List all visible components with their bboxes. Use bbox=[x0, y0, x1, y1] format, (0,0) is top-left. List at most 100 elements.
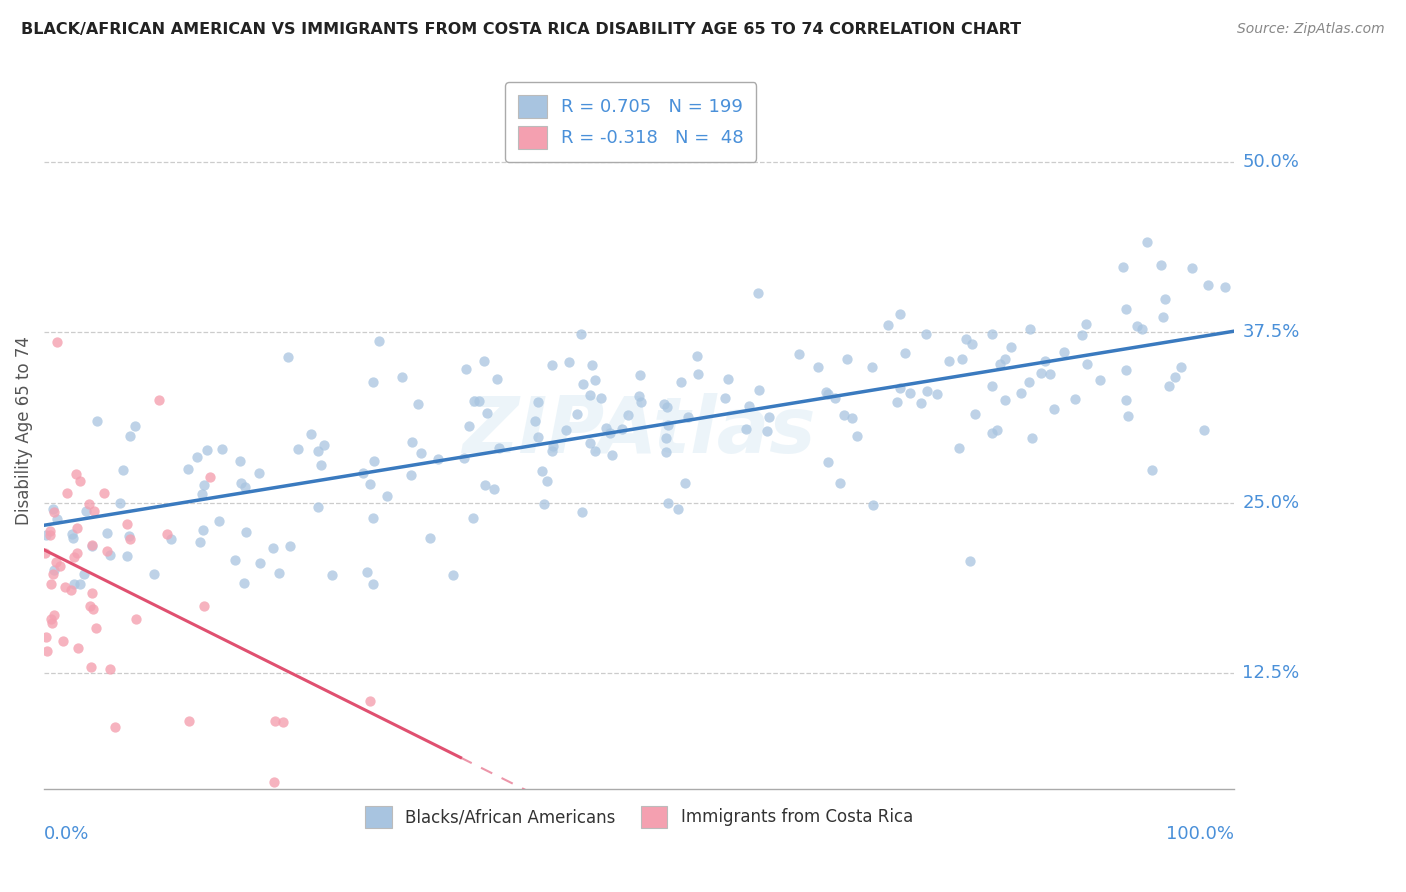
Point bbox=[45, 334, 67, 349]
Point bbox=[80, 586, 103, 600]
Point bbox=[359, 693, 381, 707]
Point bbox=[309, 458, 332, 473]
Point bbox=[41, 566, 63, 581]
Point bbox=[1018, 322, 1040, 336]
Point bbox=[484, 483, 506, 497]
Point bbox=[66, 546, 89, 560]
Point bbox=[66, 521, 89, 535]
Point bbox=[807, 360, 830, 375]
Point bbox=[411, 446, 433, 460]
Point bbox=[589, 391, 612, 405]
Point bbox=[1115, 363, 1137, 377]
Point bbox=[186, 450, 208, 465]
Point bbox=[583, 444, 606, 458]
Point bbox=[654, 445, 676, 459]
Point bbox=[52, 633, 75, 648]
Point bbox=[688, 367, 710, 381]
Point bbox=[375, 489, 398, 503]
Point bbox=[915, 384, 938, 398]
Point bbox=[541, 439, 564, 453]
Point bbox=[747, 286, 769, 301]
Point bbox=[453, 451, 475, 466]
Point bbox=[115, 549, 138, 563]
Point bbox=[353, 467, 375, 481]
Point bbox=[287, 442, 309, 457]
Point bbox=[877, 318, 900, 332]
Point bbox=[82, 602, 104, 616]
Point bbox=[41, 616, 63, 631]
Point bbox=[1135, 235, 1157, 249]
Point bbox=[595, 421, 617, 435]
Point bbox=[963, 408, 986, 422]
Point bbox=[488, 441, 510, 455]
Text: 12.5%: 12.5% bbox=[1243, 664, 1299, 682]
Point bbox=[960, 336, 983, 351]
Point bbox=[472, 354, 495, 368]
Point bbox=[530, 464, 553, 478]
Point bbox=[824, 391, 846, 405]
Point bbox=[1074, 317, 1097, 331]
Point bbox=[738, 400, 761, 414]
Point bbox=[229, 454, 252, 468]
Point bbox=[787, 347, 810, 361]
Point bbox=[526, 395, 548, 409]
Point bbox=[82, 539, 104, 553]
Point bbox=[1126, 319, 1149, 334]
Point bbox=[56, 486, 79, 500]
Point bbox=[96, 544, 118, 558]
Point bbox=[125, 611, 148, 625]
Point bbox=[1018, 375, 1040, 389]
Point bbox=[86, 414, 108, 428]
Point bbox=[118, 529, 141, 543]
Point bbox=[1111, 260, 1133, 274]
Point bbox=[39, 576, 62, 591]
Point bbox=[889, 307, 911, 321]
Point bbox=[208, 514, 231, 528]
Point bbox=[599, 425, 621, 440]
Point bbox=[526, 430, 548, 444]
Point bbox=[356, 565, 378, 579]
Point bbox=[669, 376, 692, 390]
Point bbox=[249, 556, 271, 570]
Point bbox=[463, 511, 485, 525]
Point bbox=[312, 438, 335, 452]
Point bbox=[427, 452, 450, 467]
Point bbox=[617, 408, 640, 422]
Point bbox=[1150, 258, 1173, 272]
Point bbox=[735, 422, 758, 436]
Point bbox=[271, 715, 294, 730]
Point bbox=[815, 384, 838, 399]
Point bbox=[980, 379, 1002, 393]
Point bbox=[80, 538, 103, 552]
Point bbox=[69, 474, 91, 488]
Point bbox=[188, 534, 211, 549]
Point bbox=[262, 541, 284, 555]
Point bbox=[42, 505, 65, 519]
Point bbox=[1042, 401, 1064, 416]
Point bbox=[419, 531, 441, 545]
Point bbox=[1116, 409, 1139, 424]
Point bbox=[686, 349, 709, 363]
Point bbox=[224, 553, 246, 567]
Text: 25.0%: 25.0% bbox=[1243, 493, 1299, 512]
Point bbox=[756, 424, 779, 438]
Point bbox=[540, 359, 562, 373]
Point bbox=[673, 475, 696, 490]
Point bbox=[1157, 379, 1180, 393]
Point bbox=[96, 526, 118, 541]
Point bbox=[49, 558, 72, 573]
Point bbox=[263, 775, 285, 789]
Point bbox=[959, 554, 981, 568]
Point bbox=[1039, 367, 1062, 381]
Point bbox=[541, 444, 564, 458]
Point bbox=[83, 504, 105, 518]
Point bbox=[277, 351, 299, 365]
Point bbox=[45, 555, 67, 569]
Point bbox=[79, 599, 101, 614]
Point bbox=[889, 381, 911, 395]
Point bbox=[925, 386, 948, 401]
Point bbox=[900, 386, 922, 401]
Point bbox=[1088, 373, 1111, 387]
Point bbox=[264, 714, 287, 728]
Point bbox=[950, 352, 973, 367]
